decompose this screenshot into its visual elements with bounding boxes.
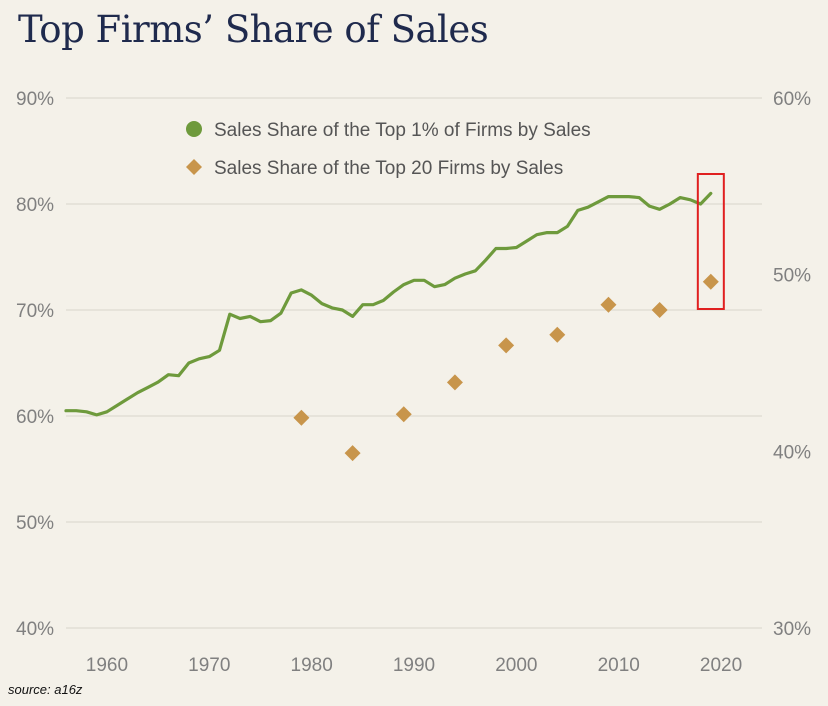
legend-marker-diamond: [186, 159, 202, 175]
chart-title: Top Firms’ Share of Sales: [18, 8, 489, 51]
legend: Sales Share of the Top 1% of Firms by Sa…: [186, 120, 591, 179]
right-tick-label: 50%: [773, 266, 811, 287]
gridlines: [66, 97, 762, 629]
data-point-top-20: [600, 296, 617, 313]
series-layer: [64, 191, 719, 462]
right-tick-label: 30%: [773, 619, 811, 640]
x-tick-label: 2000: [495, 655, 537, 676]
data-point-top-20: [702, 273, 719, 290]
highlight-box: [696, 173, 725, 310]
legend-label: Sales Share of the Top 1% of Firms by Sa…: [214, 120, 591, 141]
x-tick-label: 1980: [291, 655, 333, 676]
right-tick-label: 40%: [773, 442, 811, 463]
x-axis: 1960 1970 1980 1990 2000 2010 2020: [86, 655, 742, 676]
x-tick-label: 1970: [188, 655, 230, 676]
x-tick-label: 1990: [393, 655, 435, 676]
left-tick-label: 90%: [16, 89, 54, 110]
source-note: source: a16z: [8, 682, 83, 697]
legend-marker-circle: [186, 121, 202, 137]
data-point-top-20: [344, 445, 361, 462]
series-line-top-1pct: [64, 191, 713, 417]
right-tick-label: 60%: [773, 89, 811, 110]
data-point-top-20: [651, 302, 668, 318]
data-point-top-20: [446, 374, 463, 391]
x-tick-label: 2010: [598, 655, 640, 676]
left-tick-label: 40%: [16, 619, 54, 640]
left-tick-label: 60%: [16, 407, 54, 428]
left-tick-label: 70%: [16, 301, 54, 322]
right-axis: 30% 40% 50% 60%: [773, 89, 811, 640]
data-point-top-20: [498, 337, 515, 354]
annotation-layer: [696, 173, 725, 310]
left-tick-label: 80%: [16, 195, 54, 216]
left-tick-label: 50%: [16, 513, 54, 534]
data-point-top-20: [549, 326, 566, 343]
legend-label: Sales Share of the Top 20 Firms by Sales: [214, 158, 563, 179]
data-point-top-20: [293, 409, 310, 426]
x-tick-label: 2020: [700, 655, 742, 676]
data-point-top-20: [395, 406, 412, 423]
left-axis: 40% 50% 60% 70% 80% 90%: [16, 89, 54, 640]
x-tick-label: 1960: [86, 655, 128, 676]
